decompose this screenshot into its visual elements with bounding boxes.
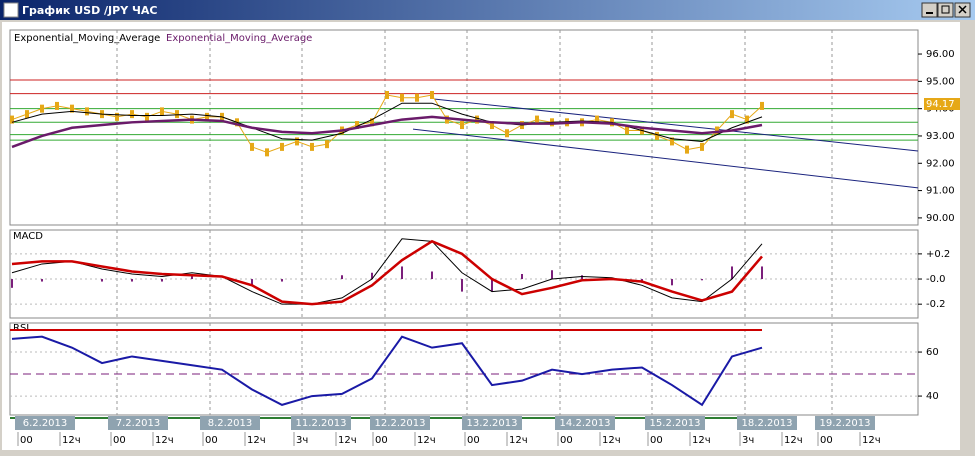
day-label: 12.2.2013 bbox=[375, 418, 426, 429]
hour-label: 12ч bbox=[509, 435, 528, 446]
series-line bbox=[11, 238, 763, 305]
hour-label: 12ч bbox=[155, 435, 174, 446]
histogram-bar bbox=[371, 272, 373, 280]
hour-label: 00 bbox=[113, 435, 126, 446]
maximize-button[interactable] bbox=[937, 2, 954, 18]
series-line bbox=[11, 115, 763, 149]
day-label-box bbox=[291, 416, 351, 430]
histogram-bar bbox=[101, 279, 103, 282]
last-price-label: 94.17 bbox=[926, 99, 955, 110]
legend-entry: Exponential_Moving_Average bbox=[14, 33, 160, 44]
window-buttons bbox=[921, 2, 971, 18]
histogram-bar bbox=[461, 279, 463, 292]
y-tick-label: +0.2 bbox=[926, 249, 950, 260]
day-label-box bbox=[200, 416, 260, 430]
histogram-bar bbox=[521, 274, 523, 280]
day-label: 18.2.2013 bbox=[742, 418, 793, 429]
day-label-box bbox=[370, 416, 430, 430]
y-tick-label: 90.00 bbox=[926, 213, 955, 224]
trend-line bbox=[434, 98, 919, 152]
histogram-bar bbox=[251, 279, 253, 286]
histogram-bar bbox=[161, 279, 163, 282]
day-label-box bbox=[462, 416, 522, 430]
histogram-bar bbox=[491, 279, 493, 292]
panel-title: RSI bbox=[13, 323, 29, 334]
hour-label: 12ч bbox=[692, 435, 711, 446]
hour-label: 12ч bbox=[417, 435, 436, 446]
histogram-bar bbox=[401, 266, 403, 280]
hour-label: 12ч bbox=[784, 435, 803, 446]
hour-label: 00 bbox=[560, 435, 573, 446]
y-tick-label: 95.00 bbox=[926, 76, 955, 87]
minimize-button[interactable] bbox=[921, 2, 938, 18]
y-tick-label: 92.00 bbox=[926, 158, 955, 169]
day-label: 19.2.2013 bbox=[820, 418, 871, 429]
day-label-box bbox=[15, 416, 75, 430]
hour-label: 00 bbox=[467, 435, 480, 446]
day-label-box bbox=[108, 416, 168, 430]
hour-label: 3ч bbox=[742, 435, 754, 446]
histogram-bar bbox=[671, 279, 673, 286]
series-line bbox=[11, 239, 763, 306]
hour-label: 00 bbox=[820, 435, 833, 446]
day-label: 6.2.2013 bbox=[23, 418, 68, 429]
trend-line bbox=[412, 128, 919, 189]
hour-label: 12ч bbox=[862, 435, 881, 446]
hour-label: 12ч bbox=[338, 435, 357, 446]
window-icon bbox=[3, 2, 19, 18]
histogram-bar bbox=[11, 279, 13, 288]
hour-label: 00 bbox=[20, 435, 33, 446]
day-label: 8.2.2013 bbox=[208, 418, 253, 429]
y-tick-label: 40 bbox=[926, 391, 939, 402]
histogram-bar bbox=[341, 275, 343, 280]
hour-label: 3ч bbox=[296, 435, 308, 446]
histogram-bar bbox=[41, 279, 43, 282]
day-label: 7.2.2013 bbox=[116, 418, 161, 429]
y-tick-label: 60 bbox=[926, 347, 939, 358]
day-label-box bbox=[737, 416, 797, 430]
title-bar bbox=[0, 0, 975, 20]
hour-label: 12ч bbox=[247, 435, 266, 446]
day-label: 11.2.2013 bbox=[296, 418, 347, 429]
window-title: График USD /JPY ЧАС bbox=[22, 4, 157, 17]
y-tick-label: -0.0 bbox=[926, 274, 946, 285]
y-tick-label: 93.00 bbox=[926, 131, 955, 142]
histogram-bar bbox=[191, 276, 193, 280]
histogram-bar bbox=[431, 271, 433, 280]
histogram-bar bbox=[281, 279, 283, 282]
rsi-panel bbox=[9, 322, 919, 416]
histogram-bar bbox=[131, 279, 133, 282]
hour-label: 00 bbox=[375, 435, 388, 446]
hour-label: 00 bbox=[650, 435, 663, 446]
day-label: 13.2.2013 bbox=[467, 418, 518, 429]
histogram-bar bbox=[761, 266, 763, 280]
day-label-box bbox=[815, 416, 875, 430]
panel-title: MACD bbox=[13, 231, 43, 242]
legend-entry: Exponential_Moving_Average bbox=[166, 33, 312, 44]
day-label: 14.2.2013 bbox=[560, 418, 611, 429]
day-label: 15.2.2013 bbox=[650, 418, 701, 429]
day-label-box bbox=[645, 416, 705, 430]
histogram-bar bbox=[581, 275, 583, 280]
day-label-box bbox=[555, 416, 615, 430]
y-tick-label: 96.00 bbox=[926, 49, 955, 60]
histogram-bar bbox=[731, 266, 733, 280]
y-tick-label: 91.00 bbox=[926, 186, 955, 197]
y-tick-label: -0.2 bbox=[926, 299, 946, 310]
series-line bbox=[11, 102, 763, 142]
hour-label: 12ч bbox=[602, 435, 621, 446]
last-price-box bbox=[924, 98, 960, 111]
series-line bbox=[11, 335, 763, 407]
histogram-bar bbox=[701, 279, 703, 281]
histogram-bar bbox=[551, 270, 553, 280]
hour-label: 00 bbox=[205, 435, 218, 446]
hour-label: 12ч bbox=[62, 435, 81, 446]
